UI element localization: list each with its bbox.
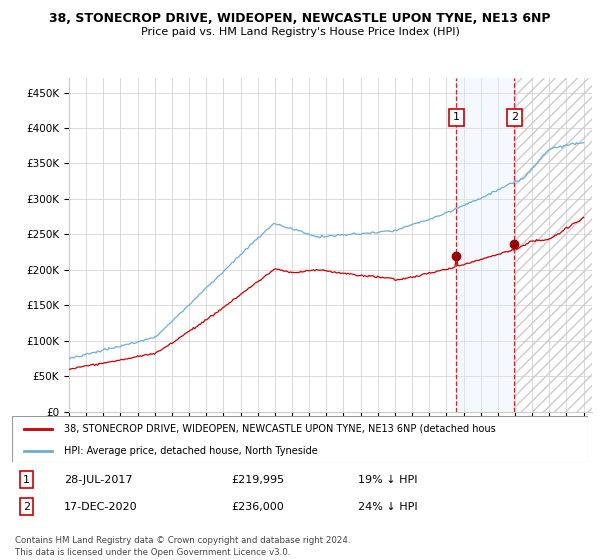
Text: £236,000: £236,000 <box>231 502 284 511</box>
Text: 24% ↓ HPI: 24% ↓ HPI <box>358 502 417 511</box>
Text: 38, STONECROP DRIVE, WIDEOPEN, NEWCASTLE UPON TYNE, NE13 6NP: 38, STONECROP DRIVE, WIDEOPEN, NEWCASTLE… <box>49 12 551 25</box>
Text: 1: 1 <box>23 475 30 484</box>
Text: 38, STONECROP DRIVE, WIDEOPEN, NEWCASTLE UPON TYNE, NE13 6NP (detached hous: 38, STONECROP DRIVE, WIDEOPEN, NEWCASTLE… <box>64 424 496 434</box>
Text: 2: 2 <box>511 113 518 123</box>
Text: Price paid vs. HM Land Registry's House Price Index (HPI): Price paid vs. HM Land Registry's House … <box>140 27 460 37</box>
Bar <box>456 78 514 412</box>
Text: Contains HM Land Registry data © Crown copyright and database right 2024.
This d: Contains HM Land Registry data © Crown c… <box>15 536 350 557</box>
FancyBboxPatch shape <box>12 416 588 462</box>
Text: 1: 1 <box>452 113 460 123</box>
Text: 17-DEC-2020: 17-DEC-2020 <box>64 502 137 511</box>
Text: HPI: Average price, detached house, North Tyneside: HPI: Average price, detached house, Nort… <box>64 446 317 455</box>
Text: 2: 2 <box>23 502 30 511</box>
Bar <box>514 78 592 412</box>
Bar <box>514 78 592 412</box>
Text: 28-JUL-2017: 28-JUL-2017 <box>64 475 133 484</box>
Text: £219,995: £219,995 <box>231 475 284 484</box>
Text: 19% ↓ HPI: 19% ↓ HPI <box>358 475 417 484</box>
